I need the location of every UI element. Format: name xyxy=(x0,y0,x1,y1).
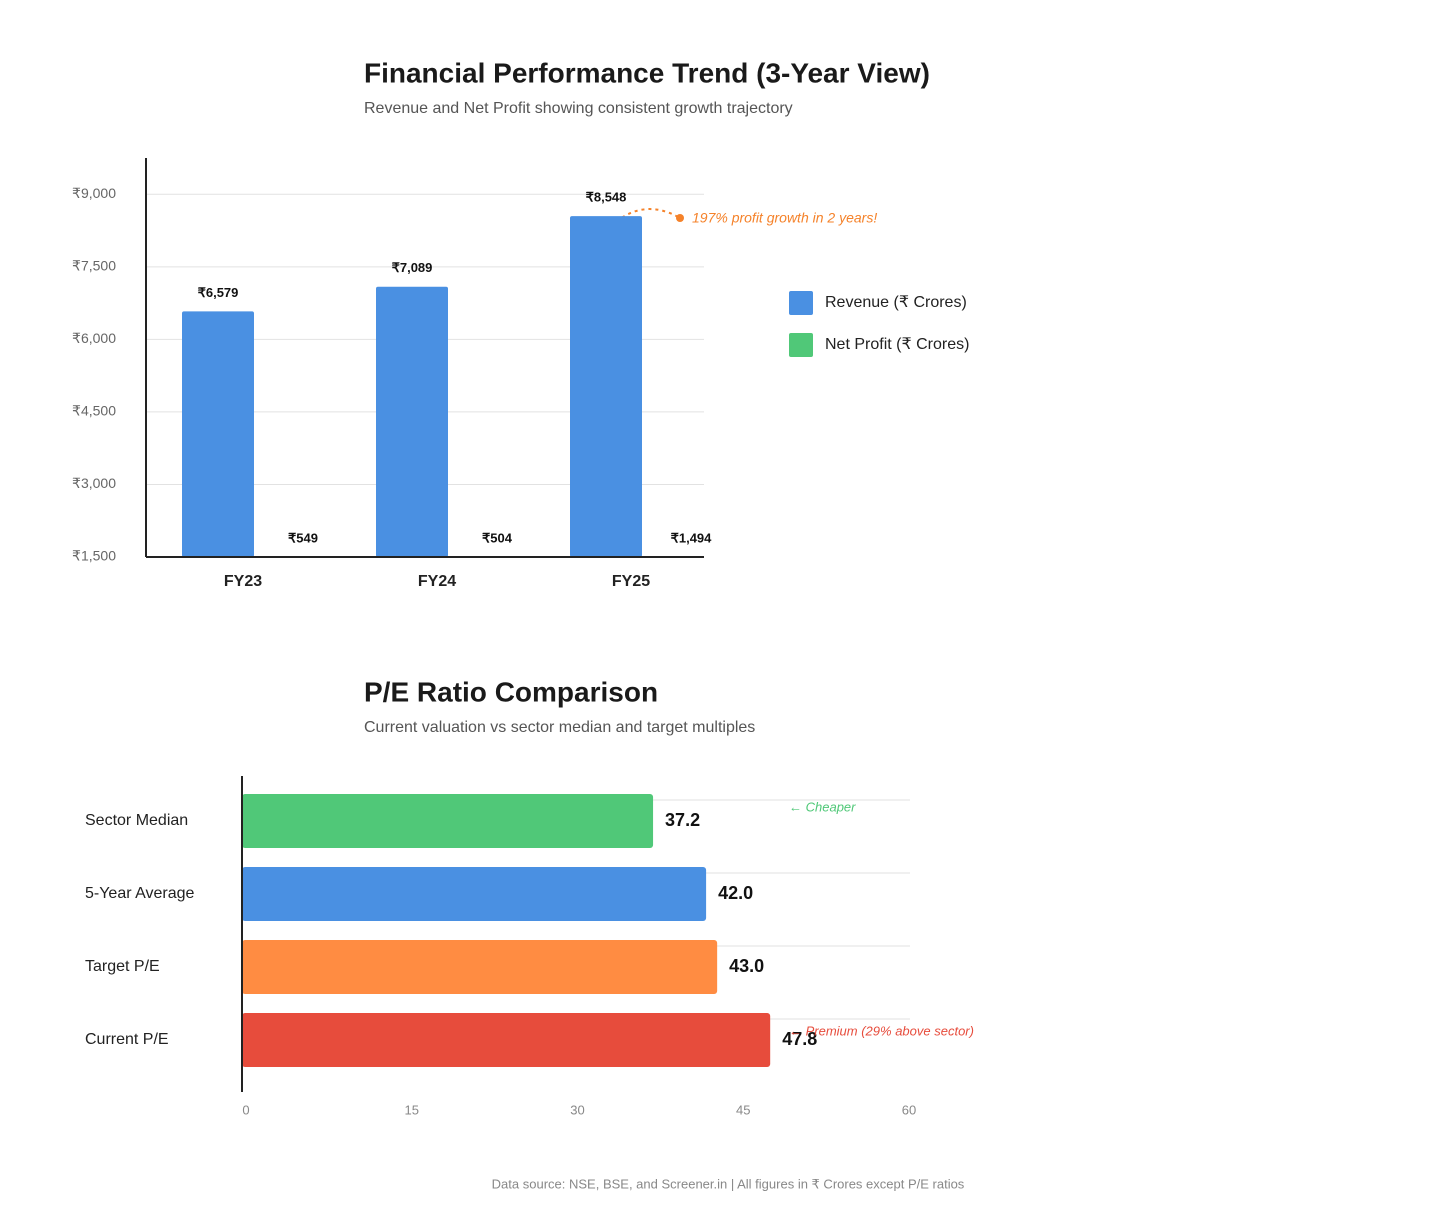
footer: Data source: NSE, BSE, and Screener.in |… xyxy=(492,1176,965,1191)
value-label: 37.2 xyxy=(665,810,700,830)
bar xyxy=(242,794,654,848)
annotation: 197% profit growth in 2 years! xyxy=(692,210,877,226)
value-label: 47.8 xyxy=(782,1029,817,1049)
plot-area xyxy=(182,216,642,605)
annotation-dot xyxy=(676,214,684,222)
y-tick-label: 5-Year Average xyxy=(85,885,195,902)
value-label: ₹8,548 xyxy=(586,190,627,205)
legend-swatch xyxy=(789,333,813,357)
x-tick-label: 60 xyxy=(902,1102,916,1117)
chart-title: Financial Performance Trend (3-Year View… xyxy=(364,57,930,88)
bar xyxy=(461,557,533,605)
bar xyxy=(267,557,339,603)
value-label: ₹549 xyxy=(288,530,318,545)
chart-subtitle: Revenue and Net Profit showing consisten… xyxy=(364,100,793,117)
bar xyxy=(242,940,718,994)
x-tick-label: 45 xyxy=(736,1102,750,1117)
chart-subtitle: Current valuation vs sector median and t… xyxy=(364,719,755,736)
bar xyxy=(242,1013,771,1067)
y-tick-label: Sector Median xyxy=(85,812,188,829)
chart-title: P/E Ratio Comparison xyxy=(364,676,658,707)
y-tick-label: ₹1,500 xyxy=(72,548,116,564)
y-tick-label: ₹7,500 xyxy=(72,258,116,274)
value-label: ₹7,089 xyxy=(392,260,433,275)
y-tick-label: ₹3,000 xyxy=(72,475,116,491)
legend-swatch xyxy=(789,291,813,315)
value-label: ₹6,579 xyxy=(198,285,239,300)
value-label: 42.0 xyxy=(718,883,753,903)
legend-label: Revenue (₹ Crores) xyxy=(825,294,967,311)
x-tick-label: FY24 xyxy=(418,573,456,590)
x-tick-label: FY23 xyxy=(224,573,262,590)
value-label: 43.0 xyxy=(729,956,764,976)
legend-label: Net Profit (₹ Crores) xyxy=(825,336,969,353)
bar xyxy=(182,311,254,557)
annotation: ← Premium (29% above sector) xyxy=(789,1023,974,1038)
y-tick-label: ₹4,500 xyxy=(72,403,116,419)
x-tick-label: FY25 xyxy=(612,573,650,590)
plot-area xyxy=(242,794,771,1067)
x-tick-label: 0 xyxy=(242,1102,249,1117)
y-tick-label: ₹9,000 xyxy=(72,185,116,201)
annotation: ← Cheaper xyxy=(789,799,856,814)
value-label: ₹1,494 xyxy=(671,530,713,545)
x-tick-label: 30 xyxy=(570,1102,584,1117)
y-tick-label: Target P/E xyxy=(85,958,160,975)
bar xyxy=(570,216,642,557)
bar xyxy=(242,867,707,921)
bar xyxy=(376,286,448,557)
x-tick-label: 15 xyxy=(405,1102,419,1117)
value-label: ₹504 xyxy=(482,530,513,545)
y-tick-label: ₹6,000 xyxy=(72,330,116,346)
y-tick-label: Current P/E xyxy=(85,1031,169,1048)
